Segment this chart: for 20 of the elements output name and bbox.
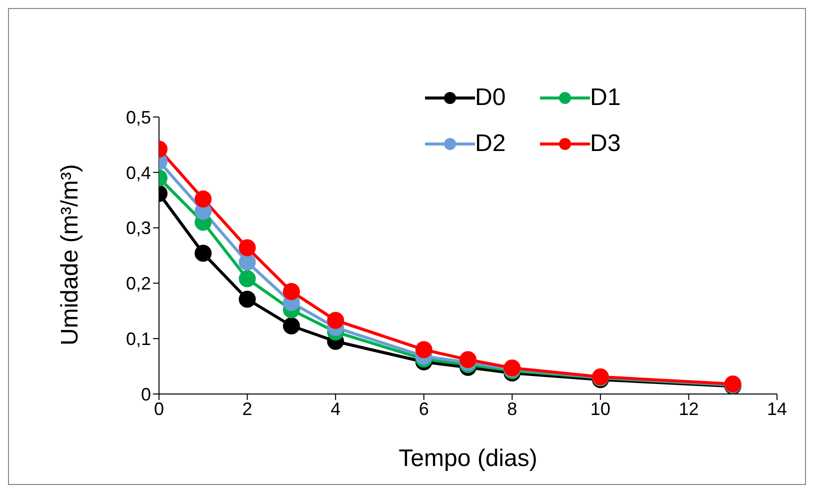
x-axis-title: Tempo (dias) (398, 445, 538, 472)
y-tick-label: 0,5 (126, 107, 151, 128)
y-tick-label: 0,1 (126, 328, 151, 349)
y-tick-label: 0,4 (126, 162, 151, 183)
legend-label: D0 (475, 84, 506, 112)
x-tick-label: 10 (590, 398, 610, 419)
legend-label: D1 (590, 84, 621, 112)
y-tick-label: 0 (140, 384, 151, 404)
x-tick-label: 12 (678, 398, 699, 419)
x-tick-label: 8 (507, 398, 518, 419)
legend-label: D3 (590, 130, 621, 158)
y-tick-label: 0,3 (126, 218, 151, 238)
x-tick-label: 4 (330, 398, 341, 419)
x-tick-label: 14 (766, 398, 788, 419)
x-tick-label: 0 (154, 398, 164, 419)
legend-label: D2 (475, 130, 506, 158)
y-axis-title: Umidade (m³/m³) (56, 164, 84, 346)
x-tick-label: 6 (418, 398, 429, 419)
y-tick-label: 0,2 (126, 274, 151, 294)
x-tick-label: 2 (242, 398, 252, 419)
